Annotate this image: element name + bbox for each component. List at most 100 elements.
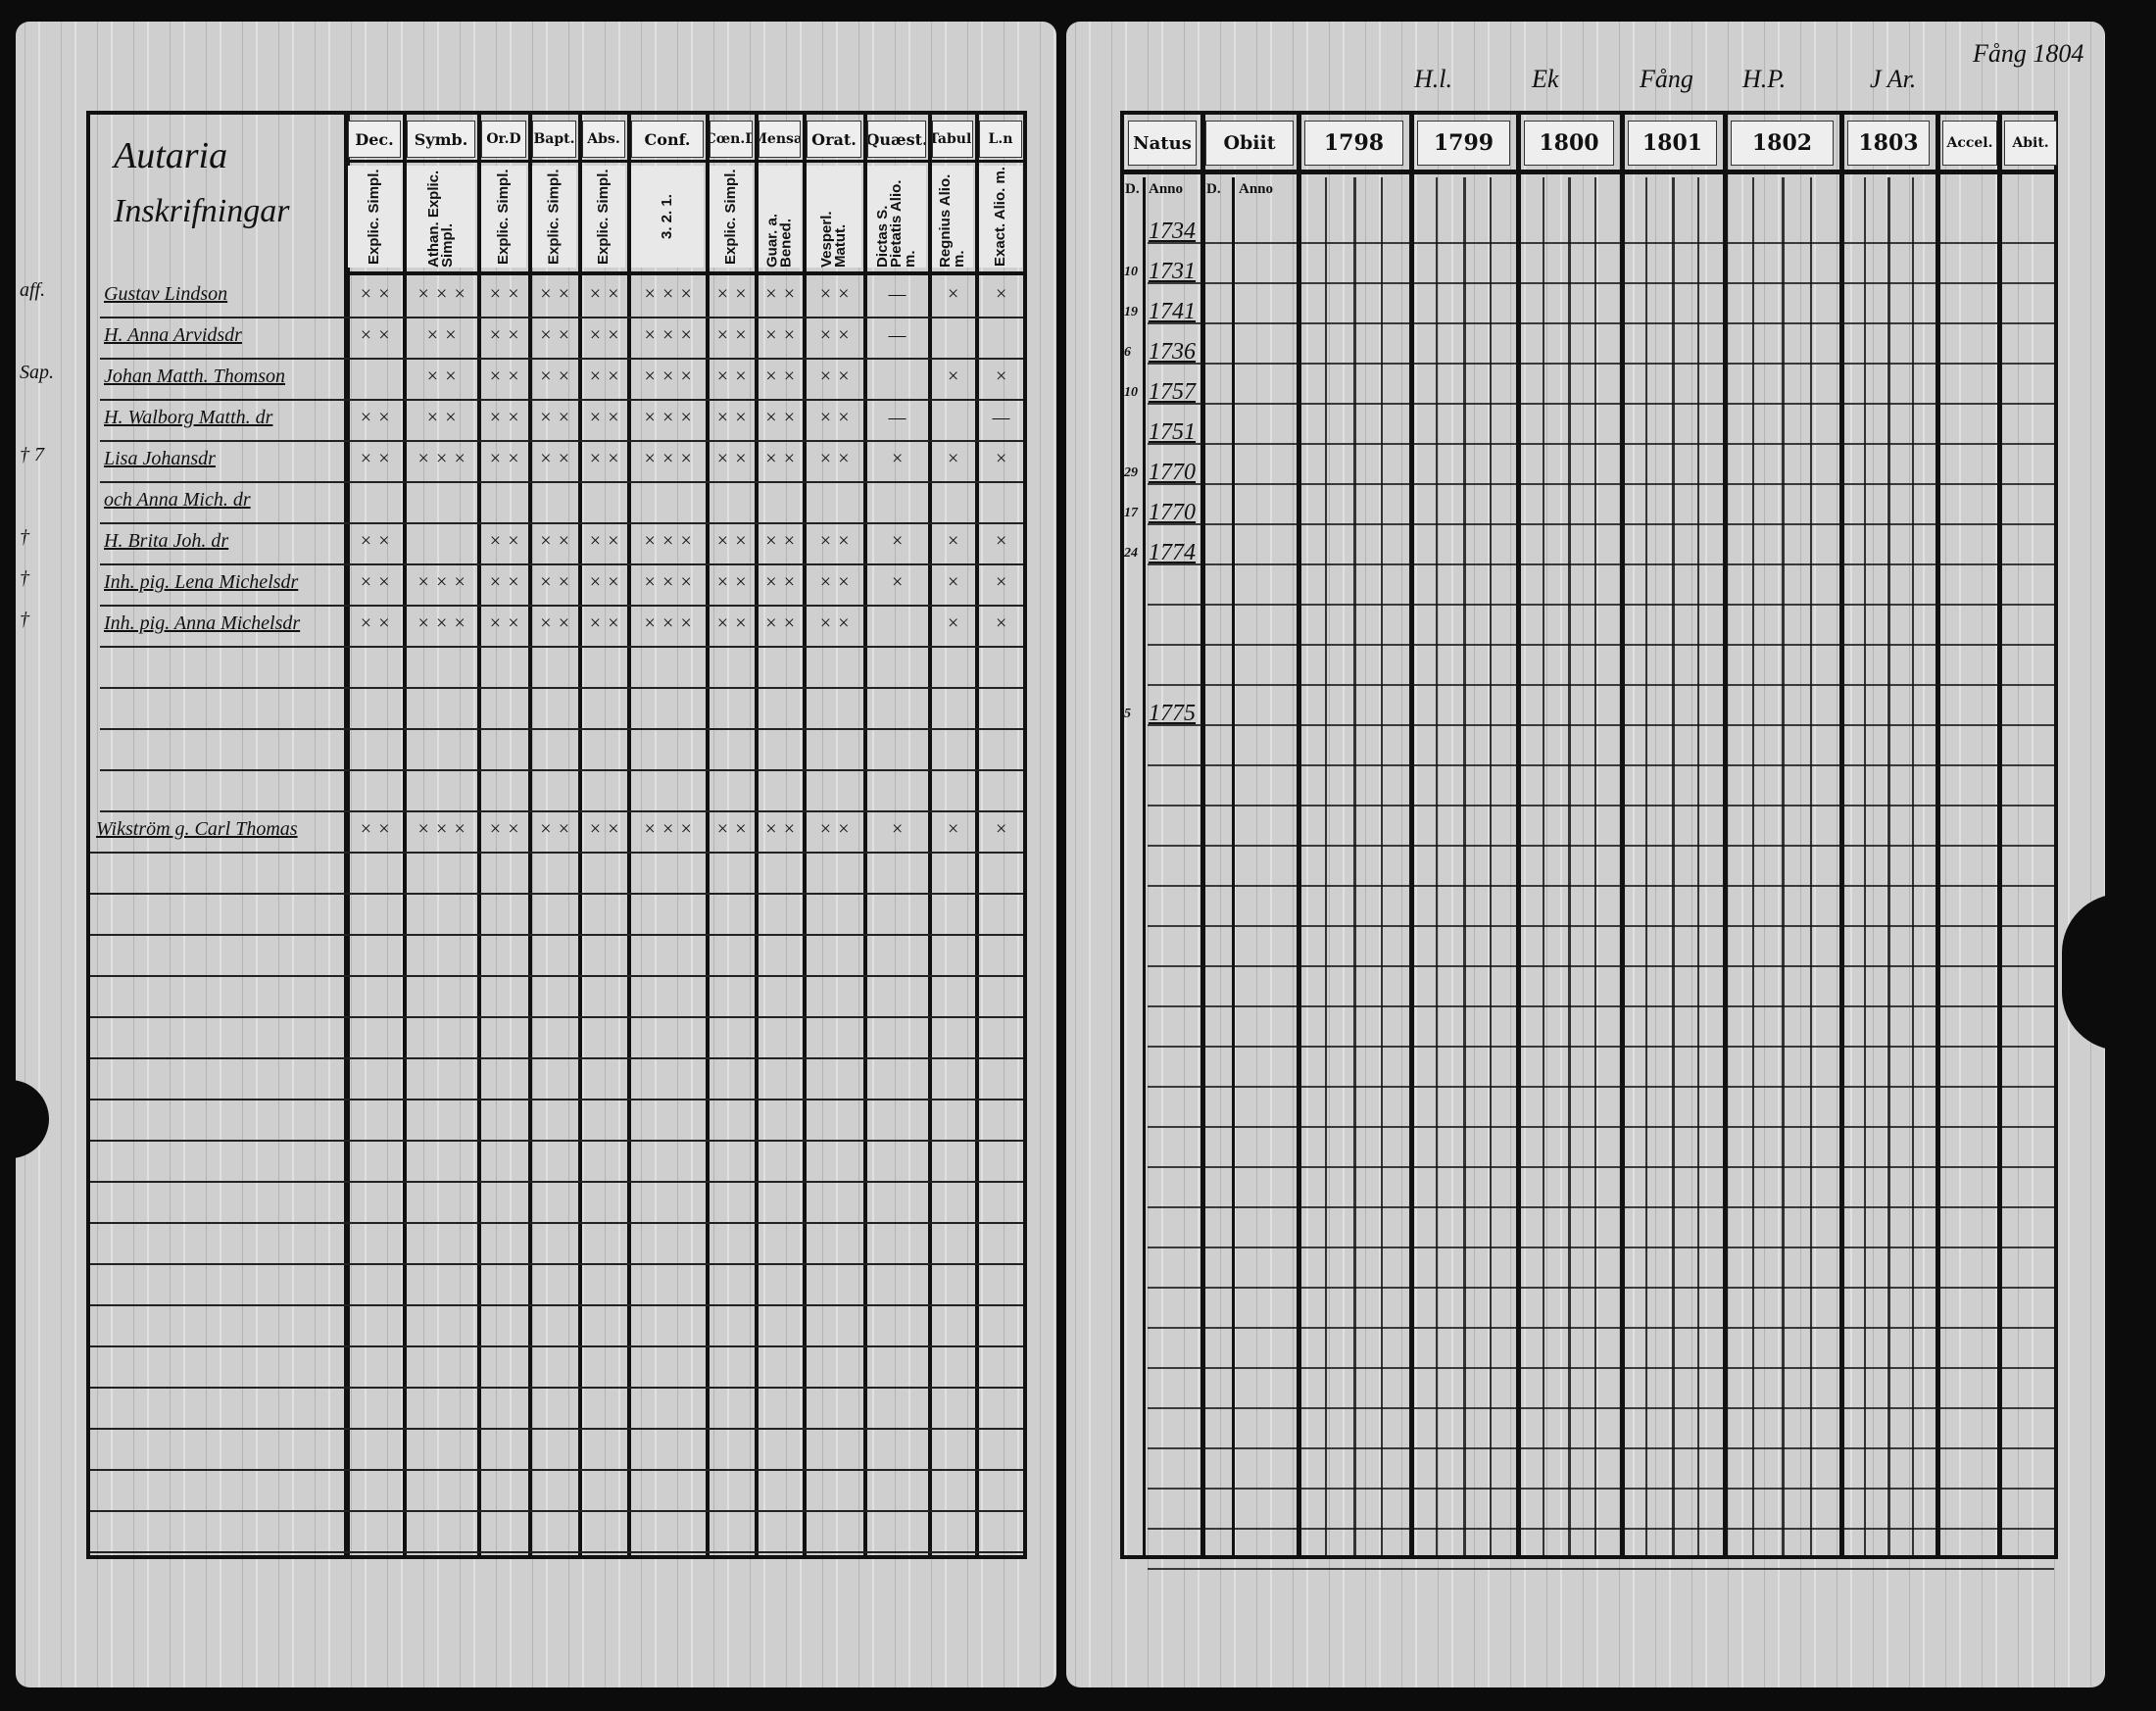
row-rule (1148, 724, 2054, 726)
birth-year: 1770 (1149, 500, 1196, 525)
row-rule (1148, 684, 2054, 686)
row-rule (1148, 764, 2054, 766)
subcolumn-divider (1752, 177, 1754, 1555)
column-divider (1409, 115, 1414, 1555)
row-rule (90, 893, 1023, 895)
row-rule (90, 1304, 1023, 1306)
person-name: Inh. pig. Anna Michelsdr (104, 612, 301, 634)
birth-year: 1774 (1149, 540, 1196, 565)
exam-mark: × (946, 818, 960, 840)
exam-mark: × × (488, 448, 520, 469)
birth-year: 1770 (1149, 460, 1196, 485)
column-divider (403, 115, 407, 1555)
column-divider (1516, 115, 1521, 1555)
exam-mark: — (992, 407, 1010, 428)
exam-mark: — (888, 283, 906, 305)
abit-header: Abit. (2004, 121, 2057, 166)
year-header: 1798 (1304, 121, 1403, 166)
annotation: H.l. (1414, 65, 1452, 93)
exam-mark: — (888, 407, 906, 428)
subcolumn-divider (1645, 177, 1647, 1555)
exam-mark: × × (588, 366, 620, 387)
column-divider (803, 115, 807, 1555)
column-subheader: Explic. Simpl. (532, 166, 576, 268)
birth-day: 17 (1124, 506, 1138, 520)
exam-mark: × × (359, 818, 391, 840)
column-header: Abs. (582, 121, 625, 158)
column-subheader: Explic. Simpl. (710, 166, 753, 268)
person-name: Johan Matth. Thomson (104, 366, 285, 387)
column-divider (928, 115, 932, 1555)
subcolumn-divider (1381, 177, 1383, 1555)
row-rule (1148, 1206, 2054, 1208)
catechism-table: Autaria Inskrifningar Dec. Explic. Simpl.… (86, 111, 1027, 1559)
page-notch (0, 1080, 49, 1158)
exam-mark: × × (715, 612, 748, 634)
row-rule (1148, 644, 2054, 646)
row-prefix: † (20, 609, 29, 630)
exam-mark: × × (359, 324, 391, 346)
column-header: Cœn.D (710, 121, 753, 158)
exam-mark: × (994, 283, 1008, 305)
page-notch (2062, 894, 2121, 1051)
exam-mark: × × (818, 324, 851, 346)
column-subheader: Dictas S. Pietatis Alio. m. (867, 166, 926, 268)
column-divider (1620, 115, 1625, 1555)
birth-day: 6 (1124, 345, 1131, 360)
person-name: Gustav Lindson (104, 283, 228, 305)
row-rule (90, 1345, 1023, 1347)
accel-header: Accel. (1942, 121, 1997, 166)
exam-mark: × × (588, 530, 620, 552)
column-subheader: Explic. Simpl. (582, 166, 625, 268)
column-header: Bapt. (532, 121, 576, 158)
subcolumn-divider (1490, 177, 1492, 1555)
exam-mark: × × (588, 324, 620, 346)
row-prefix: † 7 (20, 444, 44, 465)
birth-year: 1751 (1149, 419, 1196, 445)
exam-mark: × × (488, 818, 520, 840)
exam-mark: × × (588, 407, 620, 428)
exam-mark: × × (588, 571, 620, 593)
exam-mark: × × (359, 571, 391, 593)
exam-mark: × × × (643, 530, 693, 552)
column-divider (1936, 115, 1940, 1555)
exam-mark: × (994, 612, 1008, 634)
exam-mark: × (890, 448, 905, 469)
exam-mark: × × × (643, 283, 693, 305)
exam-mark: × × (359, 283, 391, 305)
row-rule (90, 1428, 1023, 1430)
exam-mark: × × (539, 448, 570, 469)
birth-year: 1757 (1149, 379, 1196, 405)
exam-mark: × × (425, 324, 458, 346)
column-divider (863, 115, 867, 1555)
exam-mark: × × (588, 612, 620, 634)
birth-year: 1734 (1149, 219, 1196, 244)
row-rule (1148, 403, 2054, 405)
subcolumn-divider (1325, 177, 1327, 1555)
row-rule (1148, 1447, 2054, 1449)
row-rule (100, 605, 1023, 607)
column-divider (477, 115, 481, 1555)
birth-day: 24 (1124, 546, 1138, 561)
row-rule (90, 1016, 1023, 1018)
exam-mark: × × (818, 530, 851, 552)
row-rule (90, 1057, 1023, 1059)
exam-mark: × × (539, 530, 570, 552)
row-prefix: Sap. (20, 362, 54, 383)
column-divider (1143, 177, 1146, 1555)
column-divider (1200, 115, 1205, 1555)
column-divider (975, 115, 979, 1555)
subcolumn-divider (1697, 177, 1699, 1555)
column-divider (344, 115, 350, 1555)
row-rule (100, 687, 1023, 689)
exam-mark: × (890, 530, 905, 552)
exam-mark: × × (764, 407, 796, 428)
exam-mark: × × (539, 366, 570, 387)
subcolumn-divider (1594, 177, 1596, 1555)
exam-mark: × × (488, 283, 520, 305)
obiit-day-subheader: D. (1206, 181, 1221, 197)
birth-year: 1736 (1149, 339, 1196, 365)
exam-mark: × × (715, 283, 748, 305)
row-rule (100, 522, 1023, 524)
column-header: L.n (979, 121, 1022, 158)
